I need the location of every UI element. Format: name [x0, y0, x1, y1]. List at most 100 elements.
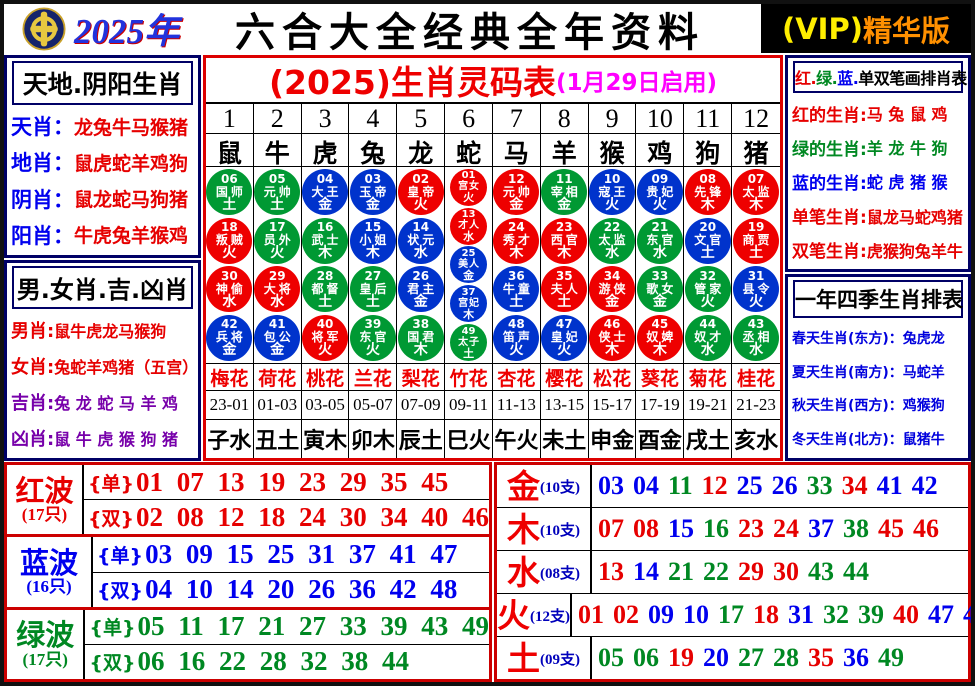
category-value: 马蛇羊	[902, 364, 945, 381]
element-numbers: 01 02 09 10 17 18 31 32 39 40 47 48	[572, 594, 971, 636]
element-number: 26	[771, 471, 798, 500]
ball-title: 元帅	[502, 184, 533, 199]
zodiac-category-row: 春天生肖(东方)： 兔虎龙	[792, 328, 964, 348]
element-numbers: 03 04 11 12 25 26 33 34 41 42	[592, 465, 968, 507]
number-ball: 43 丞相水	[733, 314, 780, 361]
number-ball: 10 寇王火	[589, 169, 636, 216]
ball-title: 游侠	[598, 281, 629, 296]
wave-even-row: {双} 04 10 14 20 26 36 42 48	[93, 571, 489, 607]
ball-element: 木	[557, 245, 572, 262]
zodiac-category-row: 阳肖： 牛虎兔羊猴鸡	[11, 220, 194, 250]
ball-element: 火	[270, 245, 285, 262]
ball-element: 木	[749, 196, 764, 213]
column-number-cell: 12	[743, 104, 770, 133]
zodiac-category-row: 绿的生肖: 羊 龙 牛 狗	[792, 135, 964, 160]
ball-element: 火	[463, 191, 475, 205]
ball-element: 水	[413, 245, 428, 262]
ball-element: 金	[605, 293, 620, 310]
element-number: 37	[808, 514, 834, 543]
ball-element: 火	[557, 342, 572, 359]
element-numbers: 05 06 19 20 27 28 35 36 49	[592, 637, 968, 679]
element-number: 47	[928, 600, 954, 629]
category-label: 春天生肖(东方)：	[792, 330, 903, 347]
element-number: 08	[633, 514, 659, 543]
ball-title: 东官	[646, 233, 677, 248]
ball-number: 28	[316, 268, 334, 283]
number-ball: 11 宰相金	[541, 169, 588, 216]
element-number: 39	[858, 600, 884, 629]
ball-element: 火	[365, 342, 380, 359]
element-number: 32	[823, 600, 849, 629]
ball-number: 46	[603, 317, 621, 332]
number-ball: 36 牛童土	[493, 266, 540, 313]
panel-rows: 男肖: 鼠牛虎龙马猴狗 女肖: 兔蛇羊鸡猪（五宫） 吉肖: 兔 龙 蛇 马 羊 鸡凶肖: 鼠…	[7, 310, 198, 458]
wave-count: (17只)	[21, 504, 68, 524]
ball-title: 美人	[458, 258, 481, 270]
ball-number: 08	[699, 171, 717, 186]
element-count: (10支)	[540, 479, 580, 496]
wave-odd-row: {单} 01 07 13 19 23 29 35 45	[84, 465, 489, 499]
ball-element: 火	[749, 293, 764, 310]
ball-title: 员外	[263, 233, 294, 248]
ball-title: 兵将	[215, 330, 246, 345]
zodiac-category-row: 吉肖: 兔 龙 蛇 马 羊 鸡	[11, 389, 194, 415]
earthly-branch-cell: 丑土	[254, 420, 302, 458]
category-label: 地肖：	[11, 151, 74, 176]
ball-number: 31	[747, 268, 765, 283]
ball-number: 37	[461, 286, 476, 298]
ball-number: 49	[461, 325, 476, 337]
category-value: 兔蛇羊鸡猪（五宫）	[54, 358, 199, 377]
number-ball-grid: 06 国师土 18 叛贼火 30 神偷水 42 兵将金 05 元帅土 17 员外火 29 大将水 41 包公金…	[206, 167, 780, 364]
ball-element: 木	[365, 245, 380, 262]
wave-count: (16只)	[26, 577, 72, 597]
zodiac-category-row: 凶肖: 鼠 牛 虎 猴 狗 猪	[11, 425, 194, 451]
number-ball: 04 大王金	[302, 169, 349, 216]
panel-title-segment: 绿.	[816, 69, 838, 88]
category-value: 鼠牛虎龙马猴狗	[54, 322, 167, 341]
column-number-cell: 6	[445, 104, 493, 134]
earthly-branch-row: 子水 丑土 寅木 卯木 辰土 巳火 午火 未土 申金 酉金 戌土 亥水	[206, 420, 780, 458]
ball-number: 22	[603, 220, 621, 235]
ball-number: 03	[364, 171, 382, 186]
element-label: 火 (12支)	[497, 594, 572, 636]
category-value: 羊 龙 牛 狗	[866, 139, 948, 159]
element-number: 23	[738, 514, 764, 543]
ball-title: 奴才	[694, 330, 725, 345]
number-ball: 49 太子土	[450, 324, 488, 362]
panel-rows: 春天生肖(东方)： 兔虎龙 夏天生肖(南方)： 马蛇羊 秋天生肖(西方)： 鸡猴狗 冬天生肖…	[788, 319, 968, 458]
panel-title: 红.绿.蓝.单双笔画排肖表	[793, 61, 967, 93]
element-number: 03	[598, 471, 624, 500]
number-ball: 25 美人金	[450, 246, 488, 284]
category-value: 马 兔 鼠 鸡	[866, 105, 948, 125]
zodiac-cell: 牛	[254, 134, 302, 170]
element-row: 土 (09支) 05 06 19 20 27 28 35 36 49	[497, 636, 968, 679]
element-number: 29	[738, 557, 764, 586]
year-label: 2025年	[74, 12, 180, 51]
element-number: 43	[808, 557, 834, 586]
number-ball: 06 国师土	[206, 169, 253, 216]
ball-element: 土	[509, 293, 524, 310]
category-label: 吉肖:	[11, 393, 55, 414]
ball-title: 太子	[458, 336, 481, 348]
zodiac-cell: 鸡	[636, 134, 685, 170]
category-value: 鼠猪牛	[902, 432, 945, 449]
ball-title: 秀才	[502, 233, 533, 248]
ball-number: 18	[221, 220, 238, 235]
sky-earth-yinyang-panel: 天地.阴阳生肖 天肖： 龙兔牛马猴猪 地肖： 鼠虎蛇羊鸡狗 阴肖： 鼠龙蛇马狗猪 阳肖： 牛虎…	[4, 55, 201, 258]
ball-number: 16	[316, 220, 334, 235]
element-number: 04	[633, 471, 659, 500]
ball-title: 大王	[311, 184, 342, 199]
element-number: 41	[876, 471, 903, 500]
category-value: 蛇 虎 猪 猴	[866, 173, 948, 193]
number-ball: 19 商贾土	[733, 217, 780, 264]
flower-cell: 兰花	[349, 364, 398, 391]
flower-row: 梅花 荷花 桃花 兰花 梨花 竹花 杏花 樱花 松花 葵花 菊花 桂花	[206, 364, 780, 391]
earthly-branch-cell: 巳火	[445, 420, 493, 458]
category-label: 绿的生肖:	[792, 139, 867, 160]
number-ball: 07 太监木	[733, 169, 780, 216]
number-ball: 29 大将水	[254, 266, 301, 313]
ball-number: 09	[651, 171, 669, 186]
column-number-row: 1 2 3 4 5 6 7 8 9 10 11 12	[206, 104, 780, 134]
ball-title: 玉帝	[359, 184, 390, 199]
ball-element: 金	[509, 196, 524, 213]
